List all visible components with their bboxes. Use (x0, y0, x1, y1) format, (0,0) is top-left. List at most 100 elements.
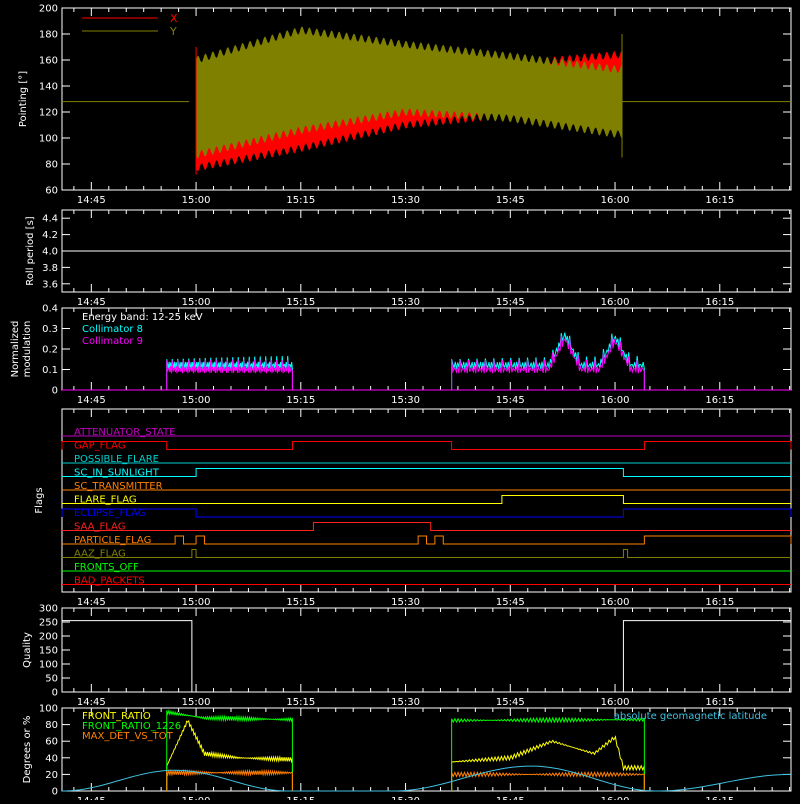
series-max_det_vs_tot (451, 770, 645, 791)
x-tick-label: 16:15 (705, 297, 734, 308)
y-tick-label: 60 (45, 186, 58, 197)
legend-label-x: X (170, 12, 178, 25)
y-axis-label: Flags (34, 487, 45, 513)
y-tick-label: 200 (39, 4, 58, 15)
y-axis-label: Quality (22, 632, 33, 668)
x-tick-label: 16:15 (705, 195, 734, 206)
x-tick-label: 14:45 (77, 697, 106, 708)
flag-line-saa-flag (62, 522, 791, 531)
x-tick-label: 15:45 (496, 796, 525, 800)
x-tick-label: 15:30 (391, 796, 420, 800)
y-axis-label: Degrees or % (22, 716, 33, 784)
y-tick-label: 0 (52, 386, 58, 397)
flag-label: SAA_FLAG (74, 522, 125, 533)
y-axis-label: Roll period [s] (25, 216, 36, 285)
series-collimator-9 (166, 359, 293, 390)
flag-label: BAD_PACKETS (74, 576, 145, 587)
flag-label: PARTICLE_FLAG (74, 535, 151, 546)
y-tick-label: 140 (39, 82, 58, 93)
x-tick-label: 15:00 (182, 697, 211, 708)
panel-frame (61, 707, 792, 792)
legend-label: Collimator 8 (82, 324, 143, 335)
x-tick-label: 15:45 (496, 297, 525, 308)
series-front_ratio_1226 (451, 716, 645, 791)
flag-line-flare-flag (62, 495, 791, 504)
y-tick-label: 40 (45, 753, 58, 764)
x-tick-label: 14:45 (77, 796, 106, 800)
y-tick-label: 100 (39, 660, 58, 671)
flag-label: FRONTS_OFF (74, 562, 139, 573)
y-tick-label: 0 (52, 688, 58, 699)
x-tick-label: 16:15 (705, 597, 734, 608)
flag-label: GAP_FLAG (74, 441, 126, 452)
x-tick-label: 15:15 (286, 597, 315, 608)
y-tick-label: 80 (45, 720, 58, 731)
y-tick-label: 20 (45, 770, 58, 781)
y-tick-label: 250 (39, 618, 58, 629)
x-tick-label: 15:00 (182, 195, 211, 206)
panel-5: 14:45 15:00 15:15 15:30 15:45 16:00 16:15 0 50 10… (22, 604, 792, 708)
series-geomagnetic-latitude (61, 765, 792, 792)
quality-line (62, 620, 791, 693)
y-tick-label: 0.1 (42, 365, 58, 376)
x-tick-label: 16:15 (705, 395, 734, 406)
y-tick-label: 80 (45, 160, 58, 171)
y-tick-label: 50 (45, 674, 58, 685)
panel-2: 14:45 15:00 15:15 15:30 15:45 16:00 16:15 3.6 3.… (25, 209, 792, 308)
flag-label: POSSIBLE_FLARE (74, 454, 159, 465)
flag-line-particle-flag (62, 535, 792, 545)
y-tick-label: 4.2 (42, 230, 58, 241)
y-tick-label: 200 (39, 632, 58, 643)
y-tick-label: 300 (39, 604, 58, 615)
flag-label: SC_IN_SUNLIGHT (74, 468, 160, 479)
x-tick-label: 16:15 (705, 796, 734, 800)
x-tick-label: 16:15 (705, 697, 734, 708)
flag-label: AAZ_FLAG (74, 549, 126, 560)
x-tick-label: 15:30 (391, 597, 420, 608)
y-tick-label: 0.3 (42, 324, 58, 335)
x-tick-label: 15:00 (182, 297, 211, 308)
x-tick-label: 15:45 (496, 697, 525, 708)
panel-frame (61, 7, 792, 191)
y-tick-label: 100 (39, 704, 58, 715)
flag-line-aaz-flag (62, 549, 791, 558)
x-tick-label: 14:45 (77, 597, 106, 608)
legend-label: Collimator 9 (82, 336, 143, 347)
series-front_ratio (166, 719, 293, 791)
y-tick-label: 0.2 (42, 345, 58, 356)
x-tick-label: 15:00 (182, 796, 211, 800)
x-tick-label: 16:00 (601, 796, 630, 800)
series-front_ratio (451, 735, 645, 791)
x-tick-label: 15:15 (286, 195, 315, 206)
flag-line-sc-in-sunlight (62, 468, 791, 477)
x-tick-label: 16:00 (601, 697, 630, 708)
legend-label: Energy band: 12-25 keV (82, 312, 203, 323)
x-tick-label: 15:45 (496, 395, 525, 406)
x-tick-label: 15:15 (286, 697, 315, 708)
x-tick-label: 15:30 (391, 195, 420, 206)
x-tick-label: 16:00 (601, 597, 630, 608)
series-y-band (196, 26, 623, 159)
y-tick-label: 120 (39, 108, 58, 119)
panel-3: 14:45 15:00 15:15 15:30 15:45 16:00 16:15 0 0.1 0… (10, 304, 792, 406)
y-tick-label: 160 (39, 56, 58, 67)
x-tick-label: 15:30 (391, 297, 420, 308)
y-tick-label: 4.0 (42, 247, 58, 258)
series-collimator-8 (451, 332, 645, 390)
x-tick-label: 15:00 (182, 597, 211, 608)
series-max_det_vs_tot (166, 768, 293, 791)
y-tick-label: 150 (39, 646, 58, 657)
x-tick-label: 16:00 (601, 195, 630, 206)
y-tick-label: 4.4 (42, 214, 58, 225)
panel-1: 14:45 15:00 15:15 15:30 15:45 16:00 16:15 60 80 1… (18, 4, 792, 206)
y-axis-label: Pointing [°] (18, 71, 29, 127)
x-tick-label: 15:15 (286, 297, 315, 308)
legend-label: FRONT_RATIO_1226 (82, 721, 181, 732)
y-tick-label: 3.8 (42, 263, 58, 274)
y-axis-label: Normalized (10, 321, 21, 378)
flag-label: FLARE_FLAG (74, 495, 137, 506)
legend-label-y: Y (169, 25, 177, 38)
